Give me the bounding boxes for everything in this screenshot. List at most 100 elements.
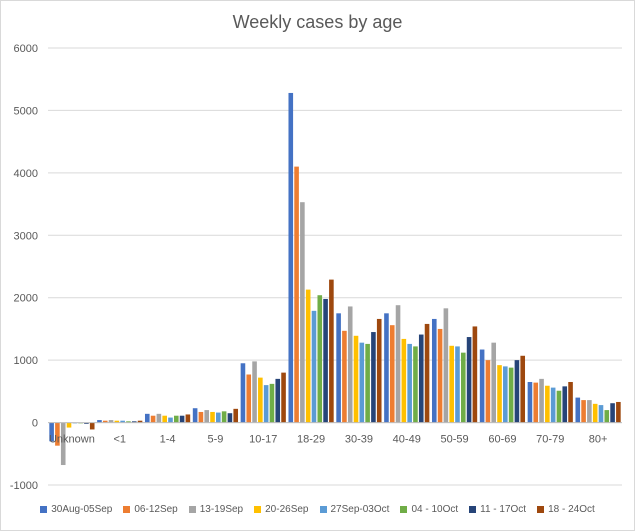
bar-1-0 [97, 420, 102, 423]
bar-7-3 [401, 338, 407, 423]
bar-2-1 [150, 415, 156, 423]
legend-label: 06-12Sep [134, 504, 178, 515]
legend-label: 11 - 17Oct [480, 504, 527, 515]
legend-swatch [319, 506, 327, 513]
bar-11-1 [581, 400, 586, 423]
legend: 30Aug-05Sep 06-12Sep 13-19Sep 20-26Sep 27Sep… [0, 504, 635, 515]
legend-label: 13-19Sep [199, 504, 244, 515]
legend-swatch [469, 506, 477, 513]
bar-3-5 [221, 411, 227, 423]
bar-8-5 [460, 352, 466, 423]
x-tick-label: 50-59 [441, 434, 469, 446]
bar-1-5 [126, 421, 131, 423]
bar-8-4 [455, 346, 460, 423]
bar-3-4 [216, 412, 221, 423]
bar-1-3 [114, 420, 120, 423]
bar-7-0 [384, 313, 389, 423]
bar-2-2 [156, 413, 162, 423]
x-tick-label: 30-39 [345, 434, 373, 446]
bar-0-6 [84, 422, 89, 424]
legend-swatch [537, 506, 545, 513]
legend-item: 27Sep-03Oct [319, 504, 390, 515]
bar-10-7 [568, 381, 573, 423]
bar-3-0 [192, 408, 198, 423]
bar-0-0 [49, 422, 54, 442]
bar-5-5 [317, 295, 323, 423]
bar-8-1 [437, 328, 443, 423]
bar-9-5 [508, 367, 514, 423]
bar-8-0 [431, 318, 437, 423]
bar-5-0 [288, 92, 294, 423]
legend-label: 27Sep-03Oct [330, 504, 390, 515]
bar-10-4 [550, 387, 556, 423]
y-tick-label: -1000 [10, 480, 38, 492]
y-tick-label: 5000 [14, 105, 38, 117]
x-tick-label: 10-17 [249, 434, 277, 446]
x-tick-label: 60-69 [488, 434, 516, 446]
bar-10-3 [545, 385, 550, 423]
bar-10-6 [562, 386, 568, 423]
legend-item: 04 - 10Oct [400, 504, 458, 515]
y-tick-label: 3000 [14, 230, 38, 242]
x-tick-label: 70-79 [536, 434, 564, 446]
bar-0-7 [89, 422, 95, 430]
axes: -1000 0 1000 2000 3000 4000 5000 6000 Unknown <1 1… [10, 43, 622, 492]
bar-10-1 [533, 382, 539, 423]
x-tick-label: <1 [113, 434, 126, 446]
gridlines [48, 47, 622, 486]
bar-6-7 [376, 318, 382, 423]
bar-8-3 [449, 345, 454, 423]
bar-11-7 [616, 401, 621, 423]
bar-7-4 [407, 343, 412, 423]
bar-9-2 [491, 342, 497, 423]
legend-item: 18 - 24Oct [537, 504, 595, 515]
bar-2-0 [144, 413, 150, 423]
bar-2-6 [179, 415, 185, 423]
bar-0-1 [55, 422, 60, 446]
legend-swatch [123, 506, 131, 513]
bar-5-2 [300, 202, 305, 423]
bar-3-2 [204, 410, 210, 423]
bar-6-1 [342, 330, 347, 423]
legend-item: 30Aug-05Sep [40, 504, 112, 515]
x-tick-label: 40-49 [393, 434, 421, 446]
bar-6-2 [347, 306, 353, 423]
bar-8-6 [466, 337, 472, 423]
bar-11-4 [598, 405, 604, 423]
legend-item: 11 - 17Oct [469, 504, 526, 515]
bar-6-4 [359, 342, 365, 423]
bar-4-3 [258, 377, 263, 423]
legend-label: 30Aug-05Sep [51, 504, 113, 515]
legend-item: 06-12Sep [123, 504, 178, 515]
bar-1-2 [108, 420, 114, 423]
bar-5-6 [323, 298, 328, 423]
bar-4-6 [275, 378, 281, 423]
legend-swatch [254, 506, 262, 513]
bar-6-3 [353, 335, 359, 423]
bar-5-7 [329, 279, 334, 423]
bar-1-1 [102, 420, 108, 423]
legend-item: 13-19Sep [188, 504, 244, 515]
bar-11-2 [587, 400, 592, 423]
bar-3-3 [210, 411, 215, 423]
y-tick-label: 0 [32, 418, 38, 430]
bar-6-0 [336, 313, 341, 423]
y-tick-label: 4000 [14, 168, 38, 180]
bar-3-1 [198, 411, 204, 423]
bar-series [49, 92, 621, 466]
bar-7-2 [395, 305, 401, 423]
bar-1-7 [137, 420, 143, 423]
bar-6-5 [365, 343, 370, 423]
bar-5-1 [294, 166, 299, 423]
y-tick-label: 1000 [14, 355, 38, 367]
bar-9-4 [503, 366, 508, 423]
bar-8-7 [472, 326, 478, 423]
bar-11-3 [592, 403, 598, 423]
bar-4-7 [281, 372, 286, 423]
bar-11-0 [575, 397, 581, 423]
legend-label: 04 - 10Oct [411, 504, 459, 515]
bar-8-2 [443, 308, 449, 423]
bar-0-2 [60, 422, 66, 466]
